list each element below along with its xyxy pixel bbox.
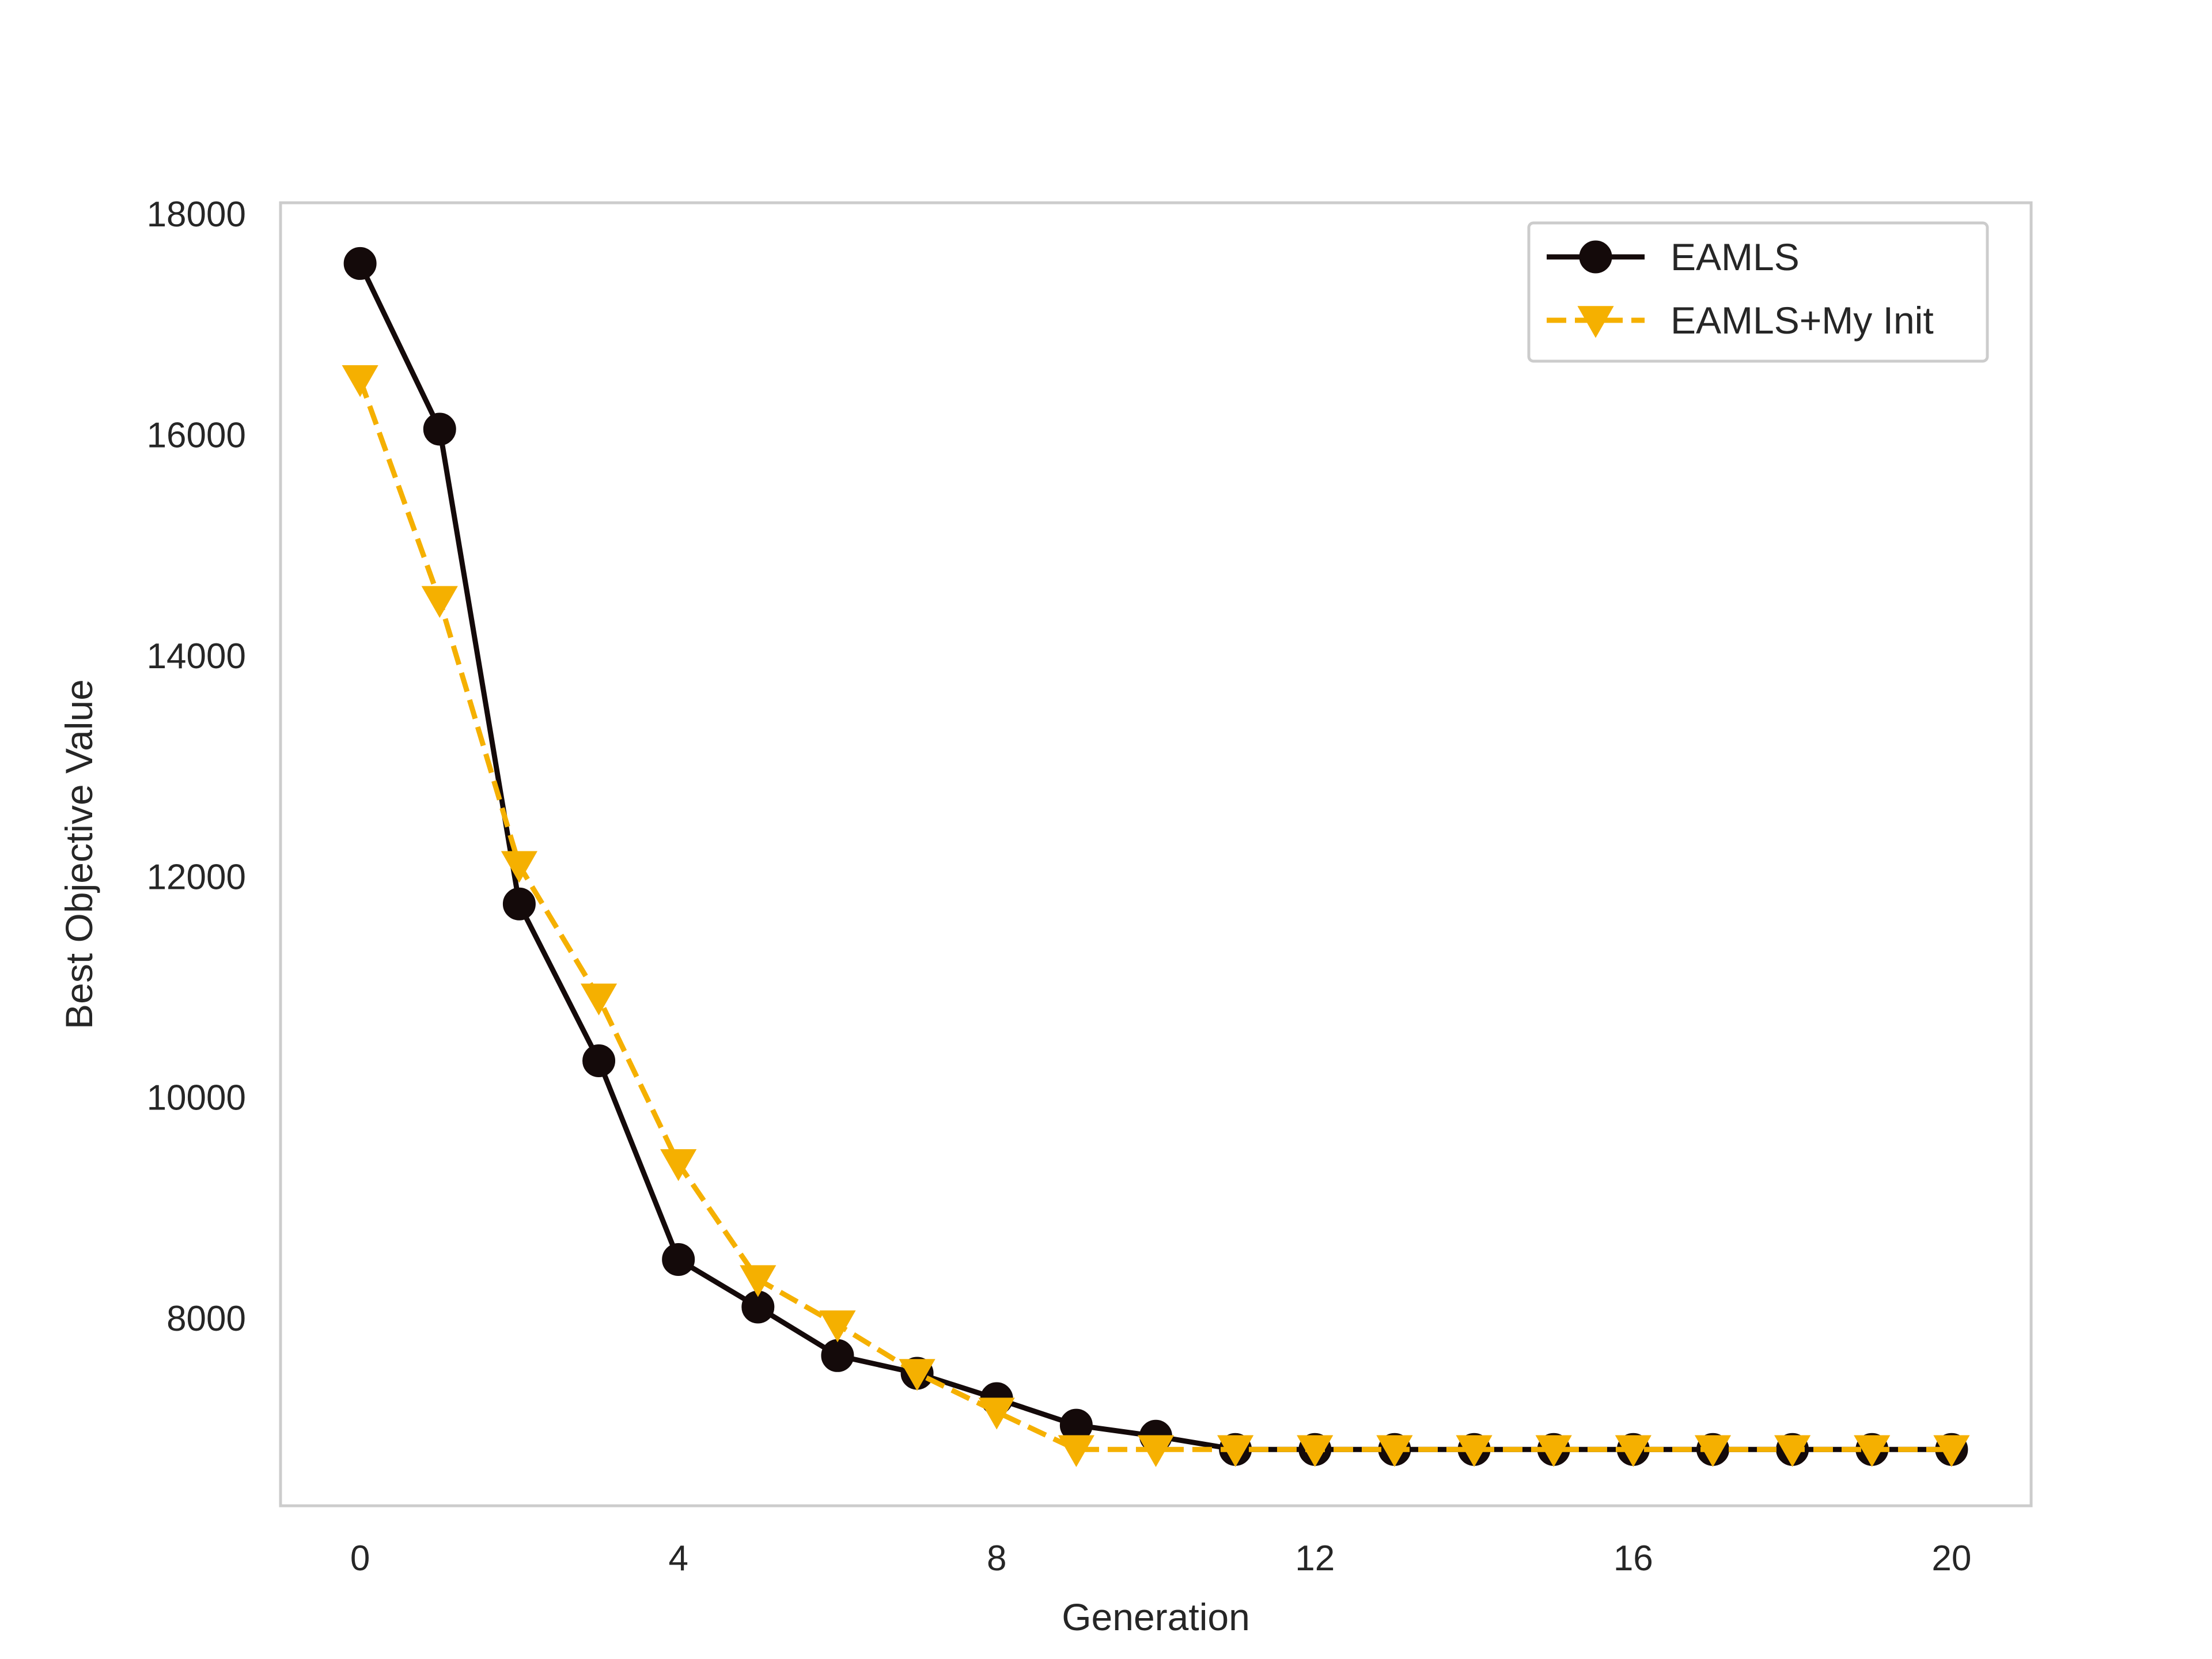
data-point-triangle [660, 1149, 697, 1181]
legend-label: EAMLS [1671, 236, 1800, 278]
data-point-circle [662, 1243, 695, 1277]
x-tick-label: 0 [350, 1539, 370, 1578]
data-point-triangle [819, 1310, 856, 1343]
data-point-triangle [740, 1265, 777, 1297]
y-tick-label: 18000 [147, 195, 246, 234]
legend-entry: EAMLS+My Init [1547, 299, 1934, 342]
data-point-triangle [1615, 1435, 1652, 1467]
legend-entry: EAMLS [1547, 236, 1800, 278]
legend: EAMLS EAMLS+My Init [1527, 221, 1989, 363]
data-point-triangle [1058, 1435, 1094, 1467]
data-point-triangle [1535, 1435, 1572, 1467]
data-point-triangle [342, 365, 378, 397]
data-point-triangle [1297, 1435, 1334, 1467]
series-line [357, 378, 1952, 1452]
y-tick-label: 8000 [166, 1299, 246, 1339]
x-tick-labels: 0 4 8 12 16 20 [350, 1539, 1971, 1578]
series-layer [342, 247, 1970, 1467]
data-point-circle [343, 247, 377, 280]
data-point-triangle [580, 983, 618, 1016]
x-tick-label: 12 [1295, 1539, 1335, 1578]
x-tick-label: 16 [1613, 1539, 1653, 1578]
x-tick-label: 4 [668, 1539, 688, 1578]
data-point-triangle [899, 1359, 935, 1391]
data-point-circle [502, 887, 536, 921]
data-point-triangle [978, 1397, 1015, 1430]
y-tick-label: 16000 [147, 416, 246, 456]
data-point-triangle [1217, 1435, 1254, 1467]
legend-marker [1577, 306, 1614, 338]
series-eamls-my-init [342, 365, 1970, 1467]
data-point-triangle [1137, 1435, 1175, 1467]
data-point-triangle [1456, 1435, 1493, 1467]
x-tick-label: 20 [1931, 1539, 1971, 1578]
data-point-circle [582, 1044, 616, 1077]
legend-label: EAMLS+My Init [1671, 299, 1934, 342]
data-point-triangle [1933, 1435, 1970, 1467]
y-tick-labels: 8000 10000 12000 14000 16000 18000 [147, 195, 246, 1339]
legend-entries: EAMLS EAMLS+My Init [1547, 236, 1934, 342]
y-axis-label: Best Objective Value [58, 679, 100, 1029]
data-point-triangle [1694, 1435, 1732, 1467]
y-tick-label: 10000 [147, 1078, 246, 1118]
y-tick-label: 12000 [147, 857, 246, 897]
y-tick-label: 14000 [147, 637, 246, 676]
x-tick-label: 8 [987, 1539, 1006, 1578]
data-point-triangle [1854, 1435, 1891, 1467]
data-point-circle [821, 1339, 854, 1372]
legend-marker [1579, 240, 1612, 274]
plot-frame [279, 201, 2033, 1508]
data-point-triangle [421, 586, 458, 618]
data-point-triangle [1376, 1435, 1413, 1467]
data-point-triangle [1774, 1435, 1811, 1467]
data-point-triangle [501, 851, 537, 883]
x-axis-label: Generation [1062, 1596, 1250, 1638]
data-point-circle [423, 412, 456, 446]
